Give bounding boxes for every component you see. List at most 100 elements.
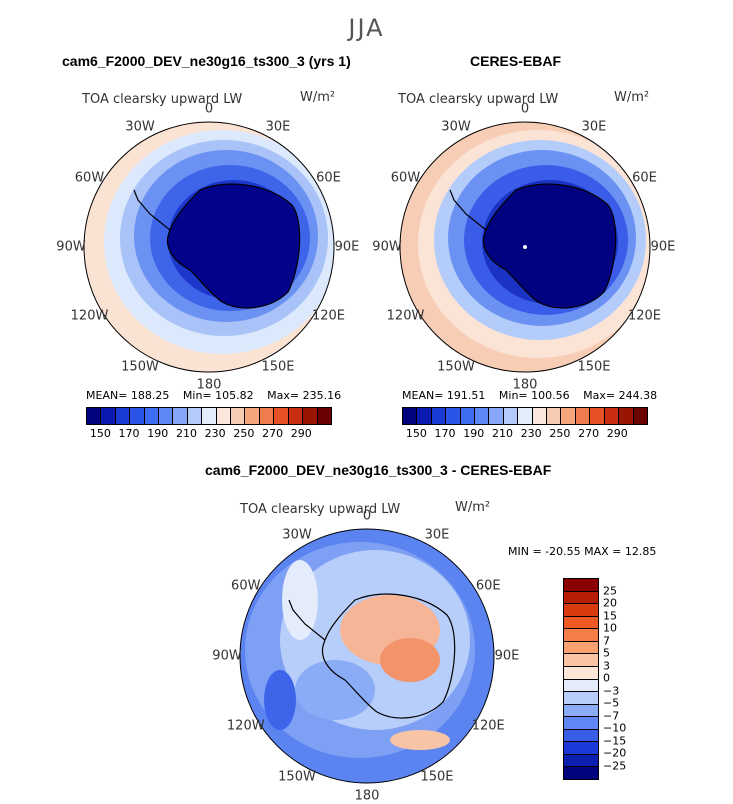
- panel3-lon-label: 60W: [231, 578, 261, 594]
- colorbar-tick-label: 3: [603, 659, 610, 672]
- colorbar-swatch: [202, 408, 217, 424]
- colorbar-tick-label: 25: [603, 584, 617, 597]
- colorbar-tick-label: 190: [463, 427, 485, 440]
- panel1-stats: MEAN= 188.25 Min= 105.82 Max= 235.16: [86, 389, 351, 402]
- panel1-colorbar-ticks: 150 170 190 210 230 250 270 290: [86, 427, 330, 441]
- panel2-lon-label: 120E: [627, 308, 662, 324]
- colorbar-swatch: [417, 408, 432, 424]
- colorbar-tick-label: −10: [603, 721, 627, 735]
- colorbar-tick-label: 0: [603, 671, 610, 685]
- colorbar-tick-label: 230: [204, 427, 226, 440]
- colorbar-swatch: [564, 679, 598, 693]
- colorbar-tick-label: 290: [290, 427, 312, 440]
- colorbar-swatch: [101, 408, 116, 424]
- panel3-variable: TOA clearsky upward LW: [240, 502, 401, 517]
- colorbar-tick-label: −5: [603, 696, 620, 710]
- panel1-min: Min= 105.82: [182, 389, 254, 402]
- colorbar-swatch: [130, 408, 145, 424]
- colorbar-tick-label: −20: [603, 746, 627, 760]
- colorbar-swatch: [564, 717, 598, 730]
- panel2-variable: TOA clearsky upward LW: [398, 92, 559, 107]
- panel1-lon-label: 120W: [70, 308, 109, 324]
- panel1-lon-label: 90W: [56, 239, 86, 255]
- panel1-lon-label: 60E: [316, 170, 341, 186]
- panel1-lon-label: 180: [196, 377, 222, 393]
- panel2-lon-label: 60E: [632, 170, 657, 186]
- colorbar-tick-label: 150: [405, 427, 427, 440]
- colorbar-swatch: [564, 704, 598, 718]
- colorbar-tick-label: −3: [603, 684, 620, 697]
- panel3-map: [240, 529, 494, 783]
- colorbar-swatch: [564, 729, 598, 743]
- colorbar-swatch: [564, 629, 598, 642]
- panel1-map: [84, 122, 334, 372]
- panel2-mean: MEAN= 191.51: [402, 389, 486, 402]
- panel3-lon-label: 150W: [278, 769, 316, 785]
- colorbar-tick-label: 10: [603, 621, 617, 635]
- panel1-colorbar: [86, 407, 332, 425]
- season-title: JJA: [348, 14, 385, 42]
- colorbar-swatch: [259, 408, 275, 424]
- colorbar-swatch: [564, 767, 598, 779]
- colorbar-swatch: [564, 604, 598, 617]
- colorbar-tick-label: 5: [603, 646, 610, 660]
- colorbar-swatch: [564, 742, 598, 755]
- panel1-lon-label: 120E: [311, 308, 346, 324]
- panel1-title: cam6_F2000_DEV_ne30g16_ts300_3 (yrs 1): [62, 53, 351, 69]
- colorbar-swatch: [564, 579, 598, 592]
- colorbar-swatch: [446, 408, 461, 424]
- panel2-stats: MEAN= 191.51 Min= 100.56 Max= 244.38: [402, 389, 667, 402]
- colorbar-swatch: [619, 408, 634, 424]
- panel3-lon-label: 30E: [424, 527, 450, 543]
- panel2-lon-label: 90W: [372, 239, 402, 255]
- panel2-lon-label: 150W: [437, 359, 475, 374]
- colorbar-swatch: [564, 692, 598, 705]
- colorbar-swatch: [274, 408, 289, 424]
- panel2-map-border: [399, 121, 651, 373]
- colorbar-tick-label: 210: [491, 427, 513, 440]
- panel3-unit: W/m²: [455, 500, 491, 515]
- panel2-lon-label: 90E: [650, 239, 676, 255]
- panel3-lon-label: 120E: [471, 718, 505, 734]
- panel1-lon-label: 30W: [125, 119, 155, 135]
- panel1-lon-label: 150E: [261, 359, 295, 374]
- panel2-title: CERES-EBAF: [470, 53, 562, 69]
- colorbar-swatch: [475, 408, 490, 424]
- colorbar-tick-label: 210: [175, 427, 197, 440]
- panel2-colorbar-ticks: 150 170 190 210 230 250 270 290: [402, 427, 646, 441]
- panel3-lon-label: 90E: [494, 648, 520, 664]
- colorbar-swatch: [187, 408, 203, 424]
- colorbar-tick-label: 150: [89, 427, 111, 440]
- colorbar-swatch: [564, 666, 598, 680]
- colorbar-swatch: [231, 408, 246, 424]
- colorbar-tick-label: 250: [233, 427, 255, 440]
- colorbar-swatch: [403, 408, 418, 424]
- colorbar-tick-label: −15: [603, 734, 627, 747]
- colorbar-swatch: [561, 408, 576, 424]
- panel1-max: Max= 235.16: [267, 389, 342, 402]
- colorbar-swatch: [575, 408, 591, 424]
- colorbar-tick-label: 15: [603, 609, 617, 622]
- panel3-minmax: MIN = -20.55 MAX = 12.85: [508, 545, 657, 558]
- panel2-lon-label: 150E: [577, 359, 611, 374]
- colorbar-tick-label: 170: [434, 427, 456, 440]
- panel3-lon-label: 180: [354, 788, 380, 804]
- colorbar-swatch: [564, 616, 598, 630]
- panel3-lon-label: 30W: [282, 527, 312, 543]
- colorbar-swatch: [590, 408, 605, 424]
- colorbar-swatch: [547, 408, 562, 424]
- panel2-lon-label: 30E: [581, 119, 607, 135]
- panel2-colorbar: [402, 407, 648, 425]
- colorbar-swatch: [489, 408, 504, 424]
- panel1-unit: W/m²: [300, 90, 336, 105]
- colorbar-swatch: [115, 408, 131, 424]
- panel2-lon-label: 120W: [386, 308, 425, 324]
- panel1-variable: TOA clearsky upward LW: [82, 92, 243, 107]
- colorbar-swatch: [159, 408, 174, 424]
- panel2-lon-label: 0: [520, 101, 530, 117]
- colorbar-swatch: [144, 408, 160, 424]
- colorbar-swatch: [604, 408, 620, 424]
- colorbar-tick-label: 170: [118, 427, 140, 440]
- colorbar-swatch: [564, 754, 598, 768]
